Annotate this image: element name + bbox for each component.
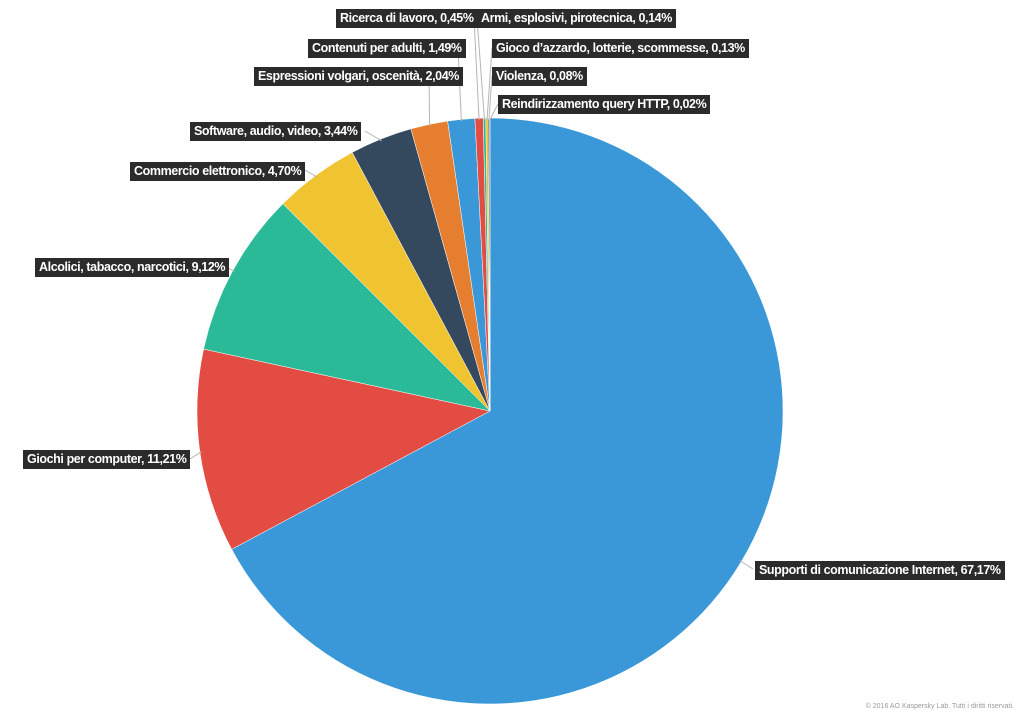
- leader-line-3: [304, 169, 318, 178]
- label-ricerca: Ricerca di lavoro, 0,45%: [336, 9, 478, 28]
- label-armi: Armi, esplosivi, pirotecnica, 0,14%: [477, 9, 676, 28]
- label-contenuti: Contenuti per adulti, 1,49%: [308, 39, 466, 58]
- label-giochi: Giochi per computer, 11,21%: [23, 450, 191, 469]
- label-reindirizzamento: Reindirizzamento query HTTP, 0,02%: [498, 95, 711, 114]
- label-violenza: Violenza, 0,08%: [492, 67, 587, 86]
- label-commercio: Commercio elettronico, 4,70%: [130, 162, 306, 181]
- label-software: Software, audio, video, 3,44%: [190, 122, 362, 141]
- label-espressioni: Espressioni volgari, oscenità, 2,04%: [254, 67, 463, 86]
- label-supporti: Supporti di comunicazione Internet, 67,1…: [755, 561, 1005, 580]
- leader-line-10: [488, 75, 493, 121]
- leader-line-0: [739, 560, 754, 570]
- leader-line-11: [489, 103, 499, 121]
- label-gioco: Gioco d’azzardo, lotterie, scommesse, 0,…: [492, 39, 749, 58]
- pie-slice-1: [196, 348, 491, 550]
- leader-line-9: [486, 47, 493, 121]
- label-alcolici: Alcolici, tabacco, narcotici, 9,12%: [35, 258, 230, 277]
- leader-line-1: [189, 450, 203, 460]
- copyright-text: © 2016 AO Kaspersky Lab. Tutti i diritti…: [865, 703, 1014, 710]
- leader-line-7: [473, 17, 480, 121]
- leader-line-4: [364, 130, 382, 142]
- leader-line-8: [476, 17, 485, 121]
